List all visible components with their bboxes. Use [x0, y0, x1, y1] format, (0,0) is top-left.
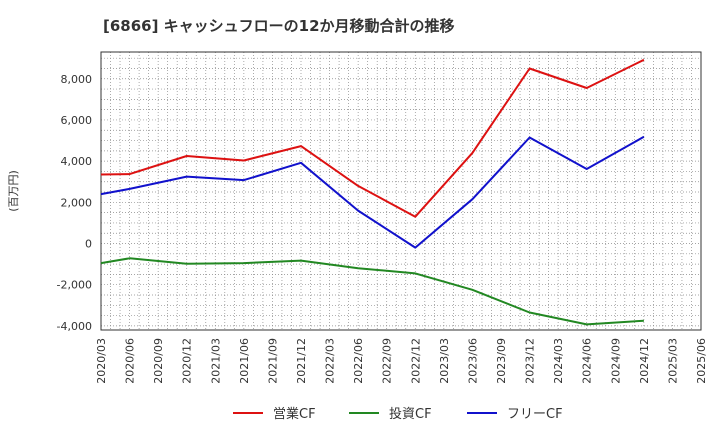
x-tick-label: 2022/09 — [381, 338, 394, 384]
x-tick-label: 2021/09 — [266, 338, 279, 384]
y-tick-label: 0 — [85, 238, 92, 251]
x-tick-label: 2021/03 — [209, 338, 222, 384]
legend: 営業CF 投資CF フリーCF — [233, 406, 563, 422]
x-tick-label: 2025/06 — [695, 338, 708, 384]
y-axis-ticks: -4,000 -2,000 0 2,000 4,000 6,000 8,000 — [57, 73, 92, 333]
y-tick-label: 6,000 — [61, 114, 93, 127]
x-tick-label: 2025/03 — [666, 338, 679, 384]
chart-title: [6866] キャッシュフローの12か月移動合計の推移 — [103, 17, 455, 35]
y-tick-label: -2,000 — [57, 279, 92, 292]
x-tick-label: 2022/03 — [324, 338, 337, 384]
x-tick-label: 2022/12 — [409, 338, 422, 384]
legend-label: フリーCF — [507, 407, 563, 422]
legend-label: 投資CF — [389, 406, 432, 422]
y-tick-label: 2,000 — [61, 196, 93, 209]
grid-layer — [101, 52, 701, 330]
y-axis-label: (百万円) — [7, 170, 20, 212]
series-line-投資CF — [100, 257, 644, 326]
x-tick-label: 2020/09 — [152, 338, 165, 384]
y-tick-label: 8,000 — [61, 73, 93, 86]
y-tick-label: 4,000 — [61, 155, 93, 168]
x-axis-ticks: 2020/03 2020/06 2020/09 2020/12 2021/03 2021/… — [95, 338, 708, 384]
y-tick-label: -4,000 — [57, 320, 92, 333]
legend-label: 営業CF — [273, 406, 316, 422]
x-tick-label: 2024/06 — [581, 338, 594, 384]
x-tick-label: 2021/12 — [295, 338, 308, 384]
x-tick-label: 2023/06 — [466, 338, 479, 384]
x-tick-label: 2023/09 — [495, 338, 508, 384]
series-line-フリーCF — [100, 135, 645, 249]
series-line-営業CF — [100, 58, 645, 218]
x-tick-label: 2022/06 — [352, 338, 365, 384]
x-tick-label: 2024/09 — [609, 338, 622, 384]
plot-area-border — [100, 51, 702, 331]
x-tick-label: 2021/06 — [238, 338, 251, 384]
series-layer — [100, 58, 645, 326]
x-tick-label: 2020/06 — [124, 338, 137, 384]
x-tick-label: 2020/12 — [181, 338, 194, 384]
x-tick-label: 2024/03 — [552, 338, 565, 384]
x-tick-label: 2023/03 — [438, 338, 451, 384]
x-tick-label: 2020/03 — [95, 338, 108, 384]
x-tick-label: 2023/12 — [524, 338, 537, 384]
x-tick-label: 2024/12 — [638, 338, 651, 384]
